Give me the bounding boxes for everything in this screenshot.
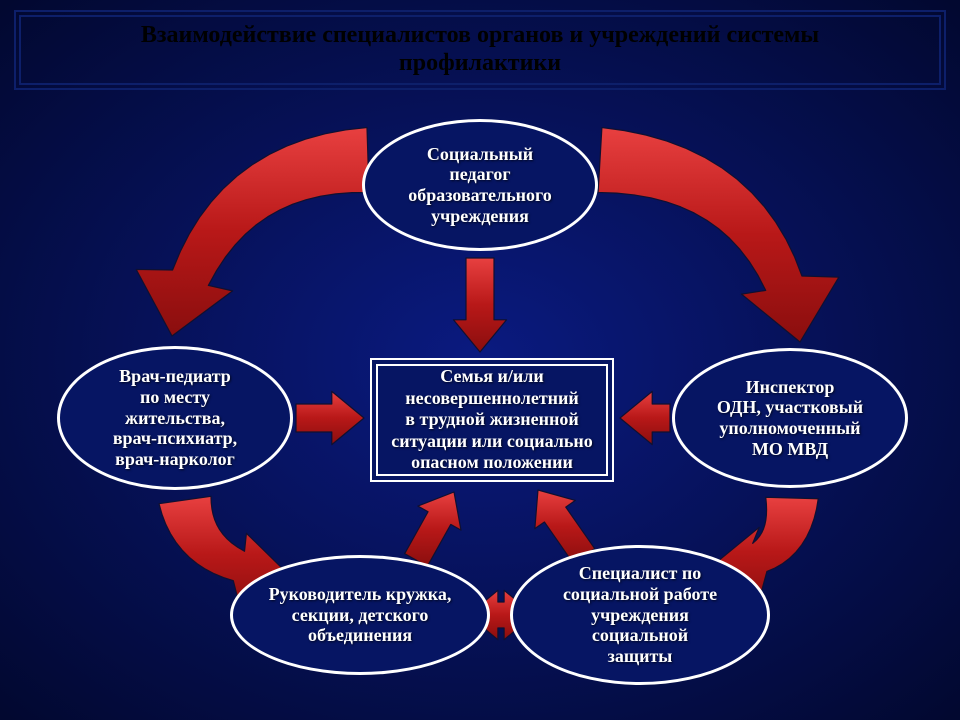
center-outer: Семья и/или несовершеннолетний в трудной… <box>370 358 614 482</box>
arrow-right <box>620 391 670 444</box>
arrow-top <box>453 258 506 352</box>
curved-arrow-top-left <box>136 128 369 336</box>
arrow-bleft <box>405 492 461 566</box>
node-left: Врач-педиатр по месту жительства, врач-п… <box>57 346 293 490</box>
node-bleft: Руководитель кружка, секции, детского об… <box>230 555 490 675</box>
node-bright: Специалист по социальной работе учрежден… <box>510 545 770 685</box>
title-frame: Взаимодействие специалистов органов и уч… <box>14 10 946 90</box>
curved-arrow-top-right <box>598 128 839 342</box>
arrow-left <box>296 391 364 444</box>
page-title: Взаимодействие специалистов органов и уч… <box>19 15 941 85</box>
node-right: Инспектор ОДН, участковый уполномоченный… <box>672 348 908 488</box>
node-top: Социальный педагог образовательного учре… <box>362 119 598 251</box>
center-node: Семья и/или несовершеннолетний в трудной… <box>376 364 608 476</box>
